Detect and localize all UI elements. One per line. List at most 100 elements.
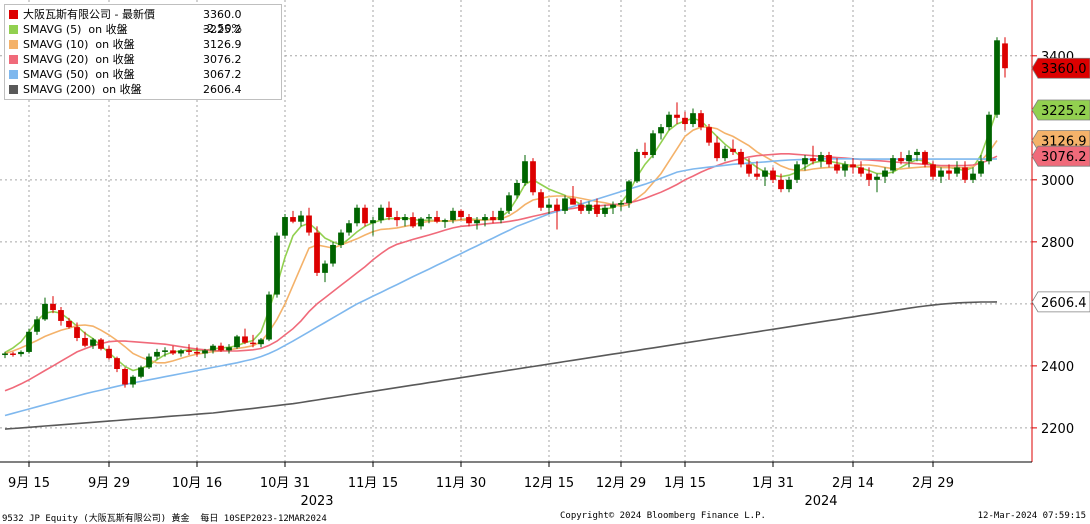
candle-body bbox=[1002, 43, 1008, 69]
candle-body bbox=[818, 155, 824, 162]
candle-body bbox=[242, 336, 248, 343]
footer-security-info: 9532 JP Equity (大阪瓦斯有限公司) 黃金 每日 10SEP202… bbox=[2, 514, 327, 524]
candle-body bbox=[58, 310, 64, 321]
candle-body bbox=[562, 198, 568, 211]
x-tick-label: 2月 14 bbox=[832, 476, 874, 491]
candle-body bbox=[498, 210, 504, 221]
candle-body bbox=[786, 179, 792, 190]
candle-body bbox=[762, 170, 768, 177]
candle-body bbox=[122, 368, 128, 385]
candle-body bbox=[434, 217, 440, 222]
legend-value: 2606.4 bbox=[203, 83, 242, 96]
candle-body bbox=[98, 339, 104, 349]
candle-body bbox=[810, 158, 816, 162]
candle-body bbox=[666, 114, 672, 128]
footer-timestamp: 12-Mar-2024 07:59:15 bbox=[977, 511, 1086, 521]
x-tick-label: 11月 30 bbox=[436, 476, 486, 491]
candle-body bbox=[106, 348, 112, 359]
x-tick-label: 12月 29 bbox=[596, 476, 646, 491]
candle-body bbox=[570, 198, 576, 205]
legend-value: 3360.0 -2.50% bbox=[203, 8, 242, 35]
candle-body bbox=[874, 176, 880, 180]
candle-body bbox=[970, 173, 976, 180]
price-label-text: 3225.2 bbox=[1041, 104, 1087, 119]
candle-body bbox=[594, 204, 600, 214]
y-tick-label: 2200 bbox=[1041, 422, 1074, 437]
candle-body bbox=[26, 331, 32, 352]
candle-body bbox=[426, 217, 432, 219]
legend-swatch bbox=[9, 25, 18, 34]
candle-body bbox=[954, 167, 960, 174]
footer-copyright: Copyright© 2024 Bloomberg Finance L.P. bbox=[560, 511, 766, 521]
candle-body bbox=[202, 350, 208, 354]
legend-swatch bbox=[9, 85, 18, 94]
candle-body bbox=[578, 204, 584, 211]
price-label-text: 3126.9 bbox=[1041, 134, 1087, 149]
candle-body bbox=[938, 170, 944, 177]
candle-body bbox=[170, 350, 176, 354]
candle-body bbox=[442, 220, 448, 222]
x-tick-label: 10月 16 bbox=[172, 476, 222, 491]
legend-label: 大阪瓦斯有限公司 - 最新價 bbox=[23, 8, 155, 21]
legend-value: 3126.9 bbox=[203, 38, 242, 51]
candle-body bbox=[10, 353, 16, 355]
candle-body bbox=[482, 217, 488, 221]
candle-body bbox=[554, 204, 560, 211]
legend-value: 3225.2 bbox=[203, 23, 242, 36]
series-line bbox=[4, 153, 998, 392]
candle-body bbox=[330, 244, 336, 264]
candle-body bbox=[834, 164, 840, 171]
candle-body bbox=[138, 367, 144, 377]
x-tick-label: 11月 15 bbox=[348, 476, 398, 491]
price-label-box bbox=[1031, 145, 1090, 167]
candle-body bbox=[490, 217, 496, 221]
candle-body bbox=[882, 170, 888, 177]
legend-item-sma20: SMAVG (20) on 收盤 3076.2 bbox=[5, 53, 281, 67]
candle-body bbox=[946, 170, 952, 174]
candle-body bbox=[626, 181, 632, 204]
series-line bbox=[4, 109, 998, 372]
candle-body bbox=[658, 127, 664, 134]
candle-body bbox=[930, 164, 936, 177]
legend-label: SMAVG (50) on 收盤 bbox=[23, 68, 135, 81]
x-year-label: 2024 bbox=[804, 494, 837, 509]
candle-body bbox=[66, 320, 72, 328]
candle-body bbox=[258, 339, 264, 345]
legend-swatch bbox=[9, 70, 18, 79]
candle-body bbox=[530, 161, 536, 193]
legend-item-price: 大阪瓦斯有限公司 - 最新價 3360.0 -2.50% bbox=[5, 8, 281, 35]
candle-body bbox=[602, 207, 608, 214]
candle-body bbox=[418, 218, 424, 227]
candle-body bbox=[682, 117, 688, 125]
candle-body bbox=[290, 217, 296, 222]
candle-body bbox=[162, 350, 168, 352]
candle-body bbox=[154, 351, 160, 357]
candle-body bbox=[466, 217, 472, 224]
legend-label: SMAVG (10) on 收盤 bbox=[23, 38, 135, 51]
candle-body bbox=[186, 350, 192, 352]
candle-body bbox=[178, 350, 184, 354]
x-tick-label: 10月 31 bbox=[260, 476, 310, 491]
candle-body bbox=[402, 217, 408, 221]
candle-body bbox=[130, 376, 136, 385]
candle-body bbox=[690, 113, 696, 125]
candle-body bbox=[34, 319, 40, 332]
candle-body bbox=[18, 351, 24, 355]
candle-body bbox=[986, 114, 992, 162]
candle-body bbox=[458, 210, 464, 218]
x-tick-label: 1月 15 bbox=[664, 476, 706, 491]
y-tick-label: 2400 bbox=[1041, 360, 1074, 375]
x-tick-label: 2月 29 bbox=[912, 476, 954, 491]
legend-item-sma50: SMAVG (50) on 收盤 3067.2 bbox=[5, 68, 281, 82]
series-line bbox=[4, 158, 998, 417]
legend-label: SMAVG (5) on 收盤 bbox=[23, 23, 128, 36]
candle-body bbox=[522, 161, 528, 183]
candle-body bbox=[546, 204, 552, 208]
candle-body bbox=[226, 347, 232, 351]
candle-body bbox=[410, 217, 416, 227]
candle-body bbox=[978, 161, 984, 174]
price-label-text: 2606.4 bbox=[1041, 296, 1087, 311]
candle-body bbox=[730, 148, 736, 152]
legend-value: 3067.2 bbox=[203, 68, 242, 81]
